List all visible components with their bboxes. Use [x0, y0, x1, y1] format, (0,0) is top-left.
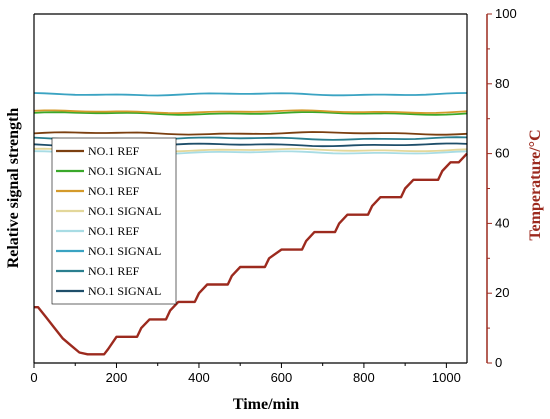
x-ticks: 0 200 400 600 800 1000 [30, 363, 461, 385]
right-tick-label: 100 [495, 6, 517, 21]
x-tick-label: 200 [106, 370, 128, 385]
legend-label: NO.1 REF [88, 184, 140, 198]
series-line [33, 92, 468, 97]
right-tick-label: 40 [495, 215, 509, 230]
x-tick-label: 1000 [432, 370, 461, 385]
right-ticks: 0 20 40 60 80 100 [487, 6, 517, 370]
series-line [33, 109, 468, 115]
right-y-axis-title: Temperature/°C [527, 129, 544, 240]
legend-label: NO.1 REF [88, 144, 140, 158]
x-tick-label: 800 [353, 370, 375, 385]
temperature-layer [34, 152, 468, 356]
temperature-line [34, 152, 468, 356]
right-tick-label: 20 [495, 285, 509, 300]
series-line [33, 131, 468, 136]
legend-label: NO.1 REF [88, 264, 140, 278]
x-axis-title: Time/min [233, 396, 299, 413]
legend: NO.1 REF NO.1 SIGNAL NO.1 REF NO.1 SIGNAL NO… [51, 137, 177, 305]
x-tick-label: 600 [271, 370, 293, 385]
right-tick-label: 0 [495, 355, 502, 370]
x-tick-label: 400 [188, 370, 210, 385]
series-line [33, 111, 468, 116]
right-tick-label: 80 [495, 76, 509, 91]
legend-label: NO.1 SIGNAL [88, 164, 161, 178]
right-tick-label: 60 [495, 146, 509, 161]
legend-box [51, 137, 177, 305]
legend-label: NO.1 SIGNAL [88, 284, 161, 298]
legend-label: NO.1 REF [88, 224, 140, 238]
legend-label: NO.1 SIGNAL [88, 244, 161, 258]
x-tick-label: 0 [30, 370, 37, 385]
legend-label: NO.1 SIGNAL [88, 204, 161, 218]
left-y-axis-title: Relative signal strength [5, 108, 22, 269]
